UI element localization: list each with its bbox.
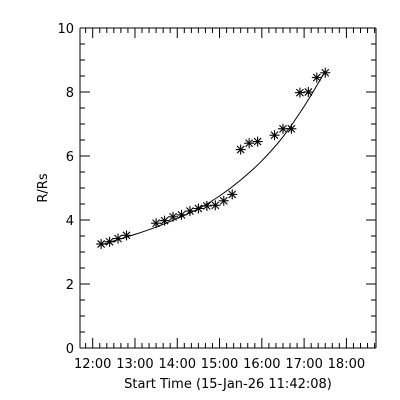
data-point <box>277 123 288 134</box>
x-tick-label: 12:00 <box>74 357 111 372</box>
y-tick-label: 10 <box>57 22 74 37</box>
ticks <box>80 27 376 349</box>
x-tick-label: 17:00 <box>285 357 322 372</box>
data-point <box>151 218 162 229</box>
x-tick-label: 18:00 <box>328 357 365 372</box>
y-tick-label: 6 <box>66 150 74 165</box>
data-point <box>159 215 170 226</box>
y-tick-label: 8 <box>66 86 74 101</box>
x-tick-label: 13:00 <box>116 357 153 372</box>
x-tick-label: 14:00 <box>159 357 196 372</box>
data-point <box>235 144 246 155</box>
data-point <box>96 239 107 249</box>
data-point <box>320 67 331 78</box>
data-point <box>218 195 229 206</box>
fit-layer <box>100 70 326 246</box>
data-point <box>227 189 238 200</box>
y-tick-label: 4 <box>66 214 74 229</box>
data-point <box>104 236 115 247</box>
data-point <box>303 87 314 97</box>
data-point <box>244 138 255 149</box>
data-point <box>311 72 322 83</box>
tick-labels: 12:00 13:00 14:00 15:00 16:00 17:00 18:00 0 2 4 6 8… <box>57 22 365 372</box>
data-point <box>269 130 280 141</box>
y-tick-label: 0 <box>66 342 74 357</box>
data-point <box>121 230 132 241</box>
x-tick-label: 16:00 <box>243 357 280 372</box>
x-axis-label: Start Time (15-Jan-26 11:42:08) <box>124 377 332 392</box>
data-markers <box>96 67 331 249</box>
y-axis-label: R/Rs <box>36 173 51 202</box>
data-point <box>201 200 212 211</box>
data-point <box>176 209 187 220</box>
data-point <box>294 87 305 98</box>
x-tick-label: 15:00 <box>201 357 238 372</box>
data-point <box>168 211 179 222</box>
data-point <box>210 200 221 211</box>
data-point <box>286 123 297 134</box>
plot-frame <box>79 27 377 349</box>
data-point <box>252 136 263 147</box>
fit-curve <box>100 70 326 246</box>
y-tick-label: 2 <box>66 278 74 293</box>
data-point <box>184 206 195 217</box>
data-point <box>193 203 204 214</box>
data-point <box>113 233 124 244</box>
